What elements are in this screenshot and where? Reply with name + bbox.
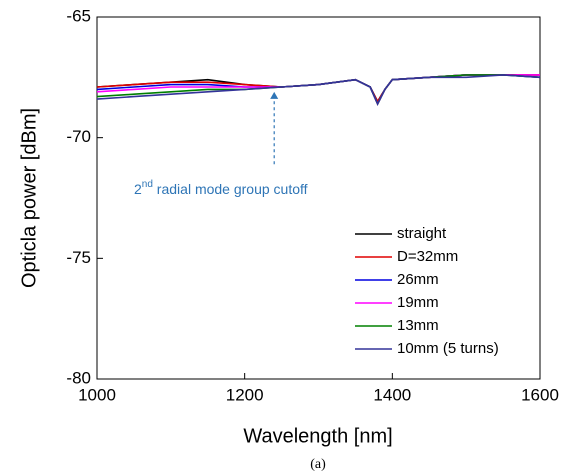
legend-label: straight bbox=[397, 225, 447, 242]
legend-label: 10mm (5 turns) bbox=[397, 340, 499, 357]
y-tick-label: -80 bbox=[66, 368, 91, 387]
caption: (a) bbox=[310, 457, 326, 472]
series-line bbox=[96, 74, 540, 106]
x-axis-title: Wavelength [nm] bbox=[243, 425, 392, 447]
y-tick-label: -70 bbox=[66, 127, 91, 146]
x-tick-label: 1000 bbox=[78, 385, 116, 404]
annotation-text: 2 bbox=[134, 181, 142, 197]
x-tick-label: 1200 bbox=[226, 385, 264, 404]
series-line bbox=[96, 74, 541, 106]
x-tick-label: 1400 bbox=[373, 385, 411, 404]
annotation-rest: radial mode group cutoff bbox=[153, 181, 308, 197]
annotation: 2nd radial mode group cutoff bbox=[134, 179, 308, 197]
legend-label: 19mm bbox=[397, 294, 439, 311]
legend-label: 26mm bbox=[397, 271, 439, 288]
series-line bbox=[96, 74, 541, 106]
plot-frame bbox=[96, 16, 541, 380]
annotation-arrowhead bbox=[270, 91, 279, 99]
y-tick-label: -75 bbox=[66, 248, 91, 267]
legend-label: D=32mm bbox=[397, 248, 458, 265]
annotation-sup: nd bbox=[142, 179, 153, 190]
legend-label: 13mm bbox=[397, 317, 439, 334]
x-tick-label: 1600 bbox=[521, 385, 559, 404]
y-axis-title: Opticla power [dBm] bbox=[18, 108, 40, 288]
series-line bbox=[96, 74, 541, 106]
y-tick-label: -65 bbox=[66, 6, 91, 25]
